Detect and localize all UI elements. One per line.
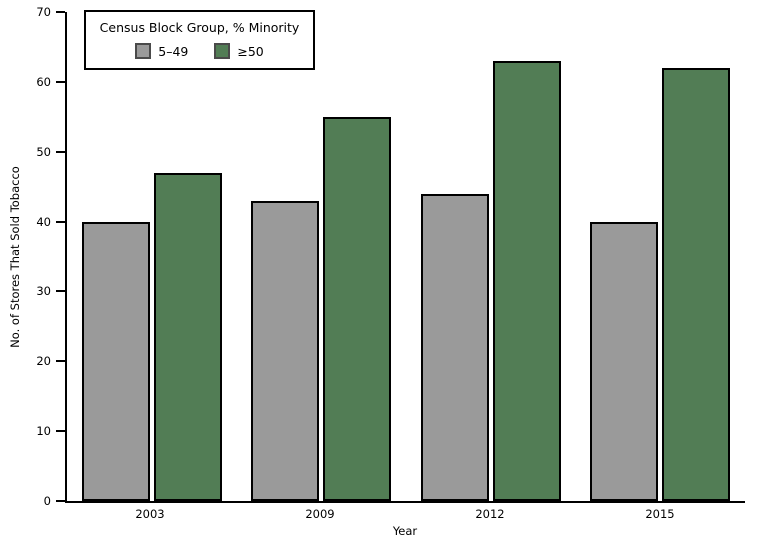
x-tick-label: 2012 [475, 507, 505, 521]
bar-2012-series-1 [492, 60, 561, 501]
x-tick-label: 2009 [305, 507, 335, 521]
y-tick-label: 20 [36, 354, 51, 369]
legend-item-label: 5–49 [158, 43, 189, 59]
y-tick-label: 50 [36, 144, 51, 159]
bar-2009-series-1 [323, 116, 392, 501]
x-tick-label: 2015 [645, 507, 675, 521]
y-tick-label: 10 [36, 424, 51, 439]
x-axis-title: Year [392, 524, 418, 538]
bar-2003-series-0 [81, 221, 150, 501]
legend: Census Block Group, % Minority 5–49 ≥50 [84, 10, 315, 70]
plot-area: 0 10 20 30 40 50 60 70 Census Block Group, % Mi… [36, 5, 745, 508]
bar-2015-series-1 [662, 67, 731, 501]
y-tick-mark [56, 220, 65, 223]
legend-item-1: ≥50 [214, 43, 264, 59]
bar-2015-series-0 [590, 221, 659, 501]
y-tick-mark [56, 80, 65, 83]
x-axis-labels: 2003 2009 2012 2015 [65, 507, 745, 521]
bar-groups [67, 12, 745, 501]
y-tick-mark [56, 290, 65, 293]
legend-swatch-icon [135, 43, 152, 59]
y-tick-mark [56, 150, 65, 153]
y-axis-title: No. of Stores That Sold Tobacco [8, 166, 22, 348]
y-tick-mark [56, 11, 65, 13]
legend-item-0: 5–49 [135, 43, 188, 59]
y-tick-mark [56, 360, 65, 363]
legend-item-label: ≥50 [237, 43, 264, 59]
y-tick-label: 40 [36, 214, 51, 229]
bar-group-2009 [237, 12, 407, 501]
x-tick-label: 2003 [135, 507, 165, 521]
bar-group-2003 [67, 12, 237, 501]
y-tick-mark [56, 500, 65, 502]
y-tick-label: 70 [36, 5, 51, 19]
y-tick-label: 60 [36, 74, 51, 89]
bar-2003-series-1 [153, 172, 222, 501]
y-tick-mark [56, 430, 65, 433]
y-tick-label: 30 [36, 284, 51, 299]
bar-2009-series-0 [251, 200, 320, 501]
y-tick-label: 0 [43, 494, 51, 508]
legend-swatch-icon [214, 43, 231, 59]
legend-items: 5–49 ≥50 [90, 43, 309, 59]
legend-title: Census Block Group, % Minority [99, 20, 300, 35]
bar-group-2012 [406, 12, 576, 501]
bar-2012-series-0 [420, 193, 489, 501]
bar-group-2015 [576, 12, 746, 501]
